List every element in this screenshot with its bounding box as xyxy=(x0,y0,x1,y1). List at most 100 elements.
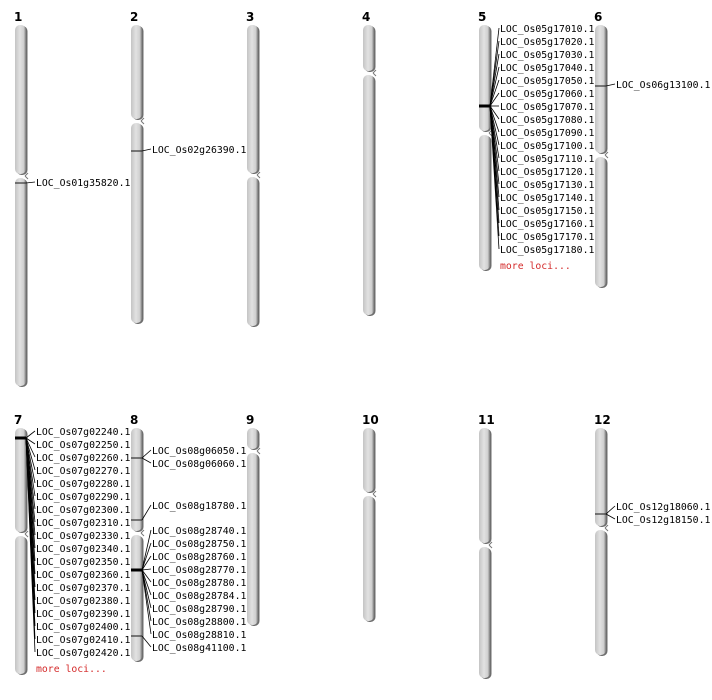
locus-label[interactable]: LOC_Os08g28784.1 xyxy=(152,591,246,602)
chromosome-short-arm xyxy=(131,428,142,531)
locus-label[interactable]: LOC_Os07g02360.1 xyxy=(36,570,130,581)
chromosome-9: 9 xyxy=(246,413,261,626)
locus-label[interactable]: LOC_Os07g02370.1 xyxy=(36,583,130,594)
locus-label[interactable]: LOC_Os07g02350.1 xyxy=(36,557,130,568)
locus-label[interactable]: LOC_Os07g02300.1 xyxy=(36,505,130,516)
chromosome-4: 4 xyxy=(362,10,377,316)
locus-label[interactable]: LOC_Os08g28770.1 xyxy=(152,565,246,576)
centromere xyxy=(372,490,377,498)
chromosome-long-arm xyxy=(247,453,258,625)
locus-label[interactable]: LOC_Os05g17110.1 xyxy=(500,154,594,165)
locus-label[interactable]: LOC_Os07g02420.1 xyxy=(36,648,130,659)
locus-label[interactable]: LOC_Os05g17100.1 xyxy=(500,141,594,152)
chromosome-3: 3 xyxy=(246,10,261,327)
locus-label[interactable]: LOC_Os05g17090.1 xyxy=(500,128,594,139)
locus-connector xyxy=(141,504,152,521)
locus-label[interactable]: LOC_Os05g17030.1 xyxy=(500,50,594,61)
locus-label[interactable]: LOC_Os06g13100.1 xyxy=(616,80,710,91)
chromosome-short-arm xyxy=(363,25,374,71)
chromosome-5: 5 LOC_Os05g17010.1 LOC_Os05g17020.1 LOC_Os0… xyxy=(478,10,594,272)
chromosome-short-arm xyxy=(479,428,490,543)
chromosome-long-arm xyxy=(15,178,26,386)
locus-label[interactable]: LOC_Os05g17080.1 xyxy=(500,115,594,126)
locus-label[interactable]: LOC_Os05g17160.1 xyxy=(500,219,594,230)
locus-label[interactable]: LOC_Os05g17170.1 xyxy=(500,232,594,243)
locus-label[interactable]: LOC_Os05g17040.1 xyxy=(500,63,594,74)
locus-label[interactable]: LOC_Os07g02280.1 xyxy=(36,479,130,490)
locus-label[interactable]: LOC_Os05g17150.1 xyxy=(500,206,594,217)
chromosome-long-arm xyxy=(131,535,142,661)
locus-label[interactable]: LOC_Os08g28800.1 xyxy=(152,617,246,628)
centromere xyxy=(256,447,261,455)
locus-label[interactable]: LOC_Os05g17120.1 xyxy=(500,167,594,178)
locus-label[interactable]: LOC_Os08g28740.1 xyxy=(152,526,246,537)
chromosome-6: 6 LOC_Os06g13100.1 xyxy=(594,10,710,288)
more-loci-link[interactable]: more loci... xyxy=(36,664,107,675)
locus-label[interactable]: LOC_Os02g26390.1 xyxy=(152,145,246,156)
locus-label[interactable]: LOC_Os07g02390.1 xyxy=(36,609,130,620)
locus-label[interactable]: LOC_Os07g02270.1 xyxy=(36,466,130,477)
chromosome-long-arm xyxy=(479,135,490,270)
locus-label[interactable]: LOC_Os01g35820.1 xyxy=(36,178,130,189)
locus-connector xyxy=(489,105,500,120)
locus-label[interactable]: LOC_Os07g02260.1 xyxy=(36,453,130,464)
more-loci-link[interactable]: more loci... xyxy=(500,261,571,272)
locus-connector xyxy=(141,635,152,648)
locus-label[interactable]: LOC_Os12g18060.1 xyxy=(616,502,710,513)
locus-label[interactable]: LOC_Os05g17130.1 xyxy=(500,180,594,191)
chromosome-7: 7 LOC_Os07g02240.1 LOC_Os07g02250.1 LOC_Os0… xyxy=(14,413,130,675)
chromosome-label: 11 xyxy=(478,413,495,427)
locus-label[interactable]: LOC_Os07g02380.1 xyxy=(36,596,130,607)
locus-label[interactable]: LOC_Os07g02330.1 xyxy=(36,531,130,542)
locus-label[interactable]: LOC_Os07g02310.1 xyxy=(36,518,130,529)
chromosome-long-arm xyxy=(247,177,258,326)
locus-label[interactable]: LOC_Os08g18780.1 xyxy=(152,501,246,512)
locus-connector xyxy=(141,569,152,596)
chromosome-short-arm xyxy=(479,25,490,131)
locus-label[interactable]: LOC_Os07g02290.1 xyxy=(36,492,130,503)
locus-label[interactable]: LOC_Os05g17070.1 xyxy=(500,102,594,113)
chromosome-label: 3 xyxy=(246,10,254,24)
locus-label[interactable]: LOC_Os07g02250.1 xyxy=(36,440,130,451)
locus-label[interactable]: LOC_Os08g41100.1 xyxy=(152,643,246,654)
locus-label[interactable]: LOC_Os08g06060.1 xyxy=(152,459,246,470)
chromosome-short-arm xyxy=(15,25,26,174)
locus-label[interactable]: LOC_Os05g17020.1 xyxy=(500,37,594,48)
centromere xyxy=(372,69,377,77)
locus-label[interactable]: LOC_Os08g28790.1 xyxy=(152,604,246,615)
chromosome-label: 9 xyxy=(246,413,254,427)
locus-label[interactable]: LOC_Os05g17180.1 xyxy=(500,245,594,256)
locus-label[interactable]: LOC_Os08g28750.1 xyxy=(152,539,246,550)
locus-label[interactable]: LOC_Os08g28780.1 xyxy=(152,578,246,589)
locus-label[interactable]: LOC_Os05g17060.1 xyxy=(500,89,594,100)
locus-connector xyxy=(25,181,36,184)
locus-connector xyxy=(605,83,616,87)
locus-connector xyxy=(141,449,152,459)
chromosome-long-arm xyxy=(15,536,26,674)
locus-label[interactable]: LOC_Os08g06050.1 xyxy=(152,446,246,457)
centromere xyxy=(140,117,145,125)
chromosome-label: 12 xyxy=(594,413,611,427)
centromere xyxy=(604,524,609,532)
locus-label[interactable]: LOC_Os07g02240.1 xyxy=(36,427,130,438)
locus-label[interactable]: LOC_Os05g17050.1 xyxy=(500,76,594,87)
locus-label[interactable]: LOC_Os07g02410.1 xyxy=(36,635,130,646)
chromosome-2: 2 LOC_Os02g26390.1 xyxy=(130,10,246,324)
locus-label[interactable]: LOC_Os12g18150.1 xyxy=(616,515,710,526)
locus-connector xyxy=(489,105,500,250)
locus-label[interactable]: LOC_Os08g28810.1 xyxy=(152,630,246,641)
locus-label[interactable]: LOC_Os07g02340.1 xyxy=(36,544,130,555)
chromosome-long-arm xyxy=(131,123,142,323)
locus-connector xyxy=(25,430,36,439)
locus-connector xyxy=(489,79,500,107)
locus-label[interactable]: LOC_Os05g17010.1 xyxy=(500,24,594,35)
chromosome-1: 1 LOC_Os01g35820.1 xyxy=(14,10,130,387)
chromosome-12: 12 LOC_Os12g18060.1 LOC_Os12g18150.1 xyxy=(594,413,710,656)
locus-label[interactable]: LOC_Os05g17140.1 xyxy=(500,193,594,204)
locus-label[interactable]: LOC_Os07g02400.1 xyxy=(36,622,130,633)
chromosome-label: 6 xyxy=(594,10,602,24)
locus-label[interactable]: LOC_Os08g28760.1 xyxy=(152,552,246,563)
chromosome-short-arm xyxy=(595,25,606,153)
